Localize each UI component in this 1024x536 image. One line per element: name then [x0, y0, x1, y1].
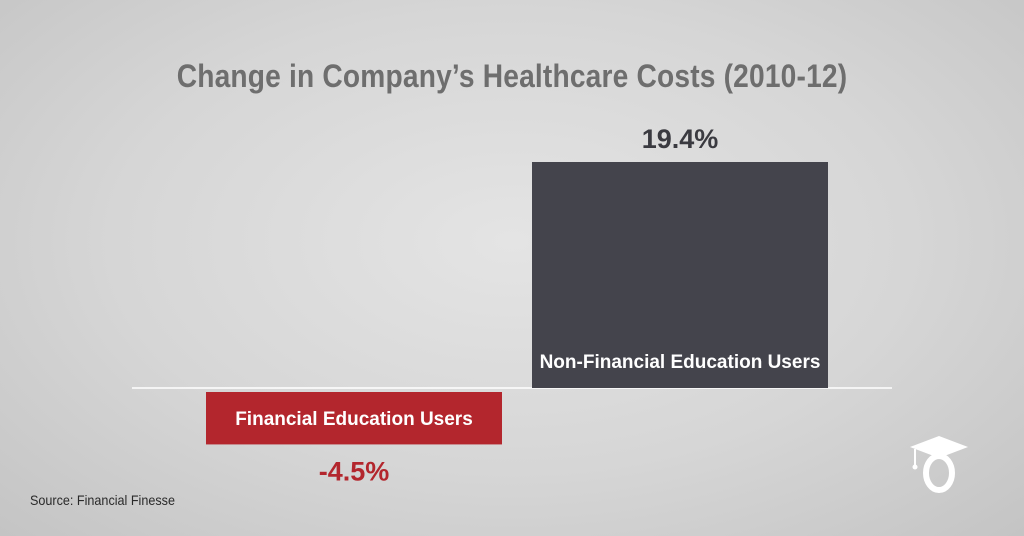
- category-label-1: Financial Education Users: [235, 409, 473, 430]
- bar-1: [206, 392, 502, 445]
- chart-title: Change in Company’s Healthcare Costs (20…: [176, 58, 848, 94]
- category-label-2: Non-Financial Education Users: [540, 352, 821, 373]
- graduation-cap-icon: [910, 436, 968, 493]
- bar-2: [532, 162, 828, 388]
- value-label-1: -4.5%: [319, 456, 390, 486]
- value-label-2: 19.4%: [642, 124, 719, 154]
- source-note: Source: Financial Finesse: [30, 492, 175, 508]
